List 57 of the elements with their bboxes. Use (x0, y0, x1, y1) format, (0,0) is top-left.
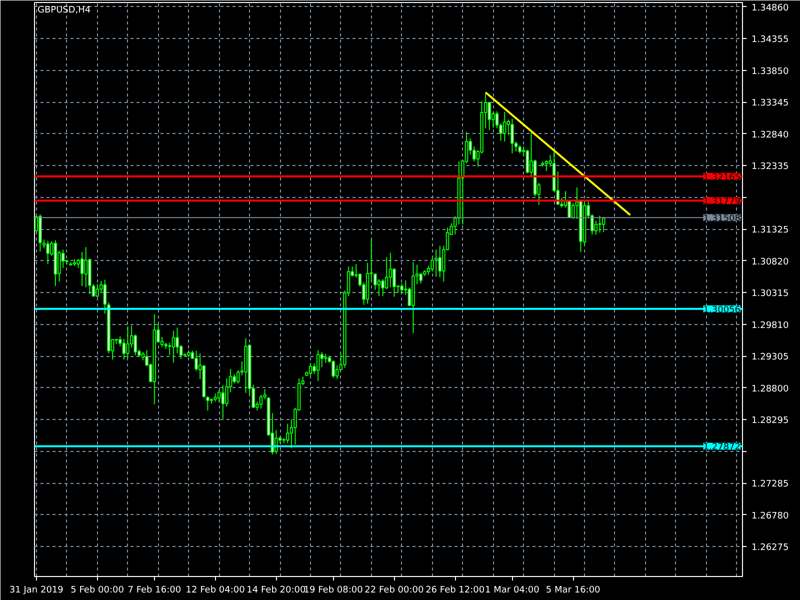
candlestick (122, 338, 126, 360)
candlestick (46, 240, 50, 265)
y-tick-label: 1.32840 (752, 130, 789, 140)
chart-title: GBPUSD,H4 (38, 6, 91, 16)
y-tick-label: 1.31325 (752, 226, 789, 236)
y-tick-label: 1.29305 (752, 352, 789, 363)
candlestick (332, 360, 335, 378)
y-tick-label: 1.29810 (752, 320, 789, 331)
y-tick-label: 1.30820 (752, 257, 789, 268)
y-tick-label: 1.32335 (752, 162, 789, 172)
y-tick-label: 1.28295 (752, 416, 789, 426)
candlestick (320, 352, 324, 368)
candlestick (232, 374, 236, 384)
candlestick (602, 217, 606, 232)
y-tick-label: 1.26275 (752, 543, 789, 554)
x-tick-label: 31 Jan 2019 (9, 586, 64, 596)
x-tick-label: 5 Mar 16:00 (546, 586, 601, 596)
x-tick-label: 12 Feb 04:00 (186, 586, 246, 596)
candlestick (400, 283, 404, 294)
candlestick (172, 330, 176, 364)
candlestick (308, 362, 312, 376)
x-tick-label: 19 Feb 08:00 (304, 586, 364, 596)
y-tick-label: 1.27285 (752, 480, 789, 490)
y-tick-label: 1.28800 (752, 384, 789, 394)
x-tick-label: 14 Feb 20:00 (246, 586, 306, 596)
x-tick-label: 26 Feb 12:00 (426, 586, 485, 596)
candlestick (217, 389, 221, 403)
candlestick (96, 284, 99, 298)
candlestick (598, 215, 602, 234)
x-tick-label: 7 Feb 16:00 (128, 586, 182, 596)
candlestick (544, 160, 548, 172)
ref-line-label: 1.30056 (703, 305, 741, 316)
candlestick (388, 252, 392, 288)
y-tick-label: 1.26780 (752, 511, 789, 522)
x-tick-label: 1 Mar 04:00 (485, 586, 540, 596)
candlestick (438, 245, 442, 278)
x-tick-label: 22 Feb 00:00 (364, 586, 424, 596)
y-tick-label: 1.33345 (752, 98, 789, 109)
candlestick (286, 423, 290, 444)
candlestick (434, 249, 438, 278)
candlestick (221, 384, 225, 420)
candlestick (80, 252, 84, 287)
ref-line-label: 1.27872 (703, 442, 740, 453)
y-tick-label: 1.30315 (752, 289, 789, 300)
candlestick (510, 118, 514, 154)
y-tick-label: 1.34860 (752, 3, 789, 14)
x-tick-label: 5 Feb 00:00 (70, 586, 124, 596)
candlestick (502, 111, 506, 142)
candlestick (126, 326, 130, 359)
candlestick (259, 394, 263, 410)
y-tick-label: 1.34355 (752, 35, 789, 46)
ref-line-label: 1.32165 (703, 172, 740, 183)
y-tick-label: 1.33850 (752, 66, 789, 77)
candlestick (84, 246, 88, 288)
candlestick (274, 430, 278, 454)
candlestick (316, 350, 320, 382)
candlestick (381, 278, 384, 297)
